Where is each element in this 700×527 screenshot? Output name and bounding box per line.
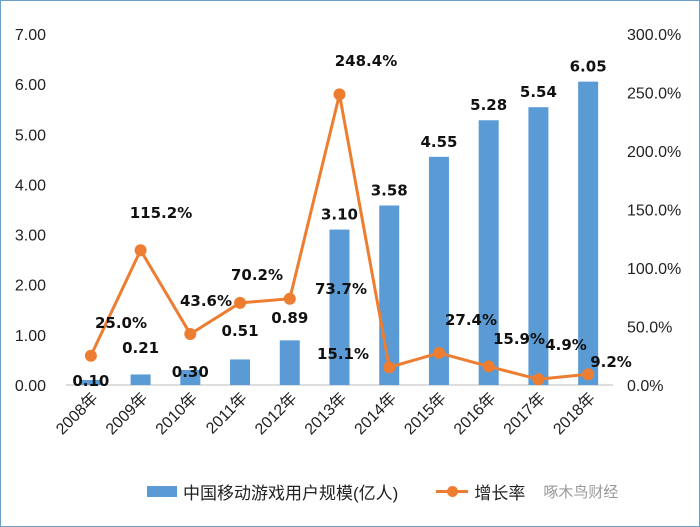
line-point bbox=[283, 292, 296, 305]
x-tick: 2013年 bbox=[301, 389, 350, 438]
bar bbox=[80, 379, 101, 385]
growth-data-label: 25.0% bbox=[95, 314, 147, 332]
growth-data-label: 4.9% bbox=[545, 336, 587, 354]
growth-data-label: 70.2% bbox=[231, 266, 283, 284]
growth-data-label: 73.7% bbox=[315, 280, 367, 298]
y-left-tick: 1.00 bbox=[15, 328, 46, 345]
growth-data-label: 248.4% bbox=[335, 52, 397, 70]
y-right-tick: 150.0% bbox=[627, 203, 681, 220]
line-point bbox=[234, 296, 247, 309]
bar-data-label: 0.10 bbox=[72, 372, 109, 390]
y-left-tick: 3.00 bbox=[15, 228, 46, 245]
y-right-tick: 200.0% bbox=[627, 144, 681, 161]
bar-data-label: 5.54 bbox=[520, 83, 557, 101]
growth-data-label: 27.4% bbox=[445, 311, 497, 329]
bar-data-label: 0.21 bbox=[122, 339, 159, 357]
legend: 中国移动游戏用户规模(亿人) 增长率 啄木鸟财经 bbox=[147, 479, 618, 504]
bar bbox=[528, 107, 549, 386]
legend-line-swatch bbox=[436, 486, 469, 497]
y-right-tick: 0.0% bbox=[627, 378, 663, 395]
line-point bbox=[582, 368, 595, 381]
y-left-tick: 6.00 bbox=[15, 77, 46, 94]
y-right-tick: 300.0% bbox=[627, 27, 681, 44]
x-tick: 2015年 bbox=[401, 389, 450, 438]
y-left-tick: 0.00 bbox=[15, 378, 46, 395]
bar-data-label: 4.55 bbox=[420, 133, 457, 151]
line-point bbox=[482, 360, 495, 373]
line-point bbox=[333, 88, 346, 101]
line-point bbox=[134, 244, 147, 257]
growth-data-label: 9.2% bbox=[590, 353, 632, 371]
bar bbox=[130, 374, 151, 385]
y-left-tick: 7.00 bbox=[15, 27, 46, 44]
y-right-tick: 250.0% bbox=[627, 86, 681, 103]
bar bbox=[379, 205, 400, 385]
watermark: 啄木鸟财经 bbox=[543, 484, 619, 501]
bar bbox=[428, 156, 449, 385]
bar-data-label: 6.05 bbox=[570, 58, 607, 76]
bar-data-label: 3.58 bbox=[371, 181, 408, 199]
bar-data-label: 5.28 bbox=[470, 96, 507, 114]
bar bbox=[230, 359, 251, 385]
bar-data-label: 0.30 bbox=[172, 363, 209, 381]
x-tick: 2016年 bbox=[450, 389, 499, 438]
x-tick: 2010年 bbox=[152, 389, 201, 438]
x-tick: 2011年 bbox=[202, 389, 250, 437]
bar-data-label: 0.89 bbox=[271, 309, 308, 327]
line-point bbox=[383, 361, 396, 374]
y-right-tick: 50.0% bbox=[627, 320, 672, 337]
y-left-tick: 2.00 bbox=[15, 278, 46, 295]
bar bbox=[329, 229, 350, 385]
y-left-tick: 4.00 bbox=[15, 177, 46, 194]
y-left-tick: 5.00 bbox=[15, 127, 46, 144]
bar bbox=[578, 81, 599, 385]
growth-data-label: 43.6% bbox=[180, 292, 232, 310]
bar-data-label: 0.51 bbox=[222, 322, 259, 340]
x-tick: 2014年 bbox=[351, 389, 400, 438]
x-tick: 2017年 bbox=[500, 389, 549, 438]
x-tick: 2009年 bbox=[102, 389, 151, 438]
line-point bbox=[84, 349, 97, 362]
bar bbox=[180, 369, 201, 385]
line-point bbox=[184, 327, 197, 340]
bar bbox=[478, 120, 499, 385]
x-tick: 2012年 bbox=[251, 389, 300, 438]
bar-data-label: 3.10 bbox=[321, 206, 358, 224]
legend-bar-swatch bbox=[147, 486, 177, 497]
growth-data-label: 15.1% bbox=[317, 345, 369, 363]
y-right-tick: 100.0% bbox=[627, 261, 681, 278]
x-tick: 2008年 bbox=[52, 389, 101, 438]
bar bbox=[279, 340, 300, 385]
line-point bbox=[532, 373, 545, 386]
legend-line-label: 增长率 bbox=[474, 484, 526, 503]
x-tick: 2018年 bbox=[550, 389, 599, 438]
growth-data-label: 115.2% bbox=[130, 204, 192, 222]
growth-data-label: 15.9% bbox=[493, 330, 545, 348]
legend-bar-label: 中国移动游戏用户规模(亿人) bbox=[183, 484, 399, 503]
line-point bbox=[432, 346, 445, 359]
